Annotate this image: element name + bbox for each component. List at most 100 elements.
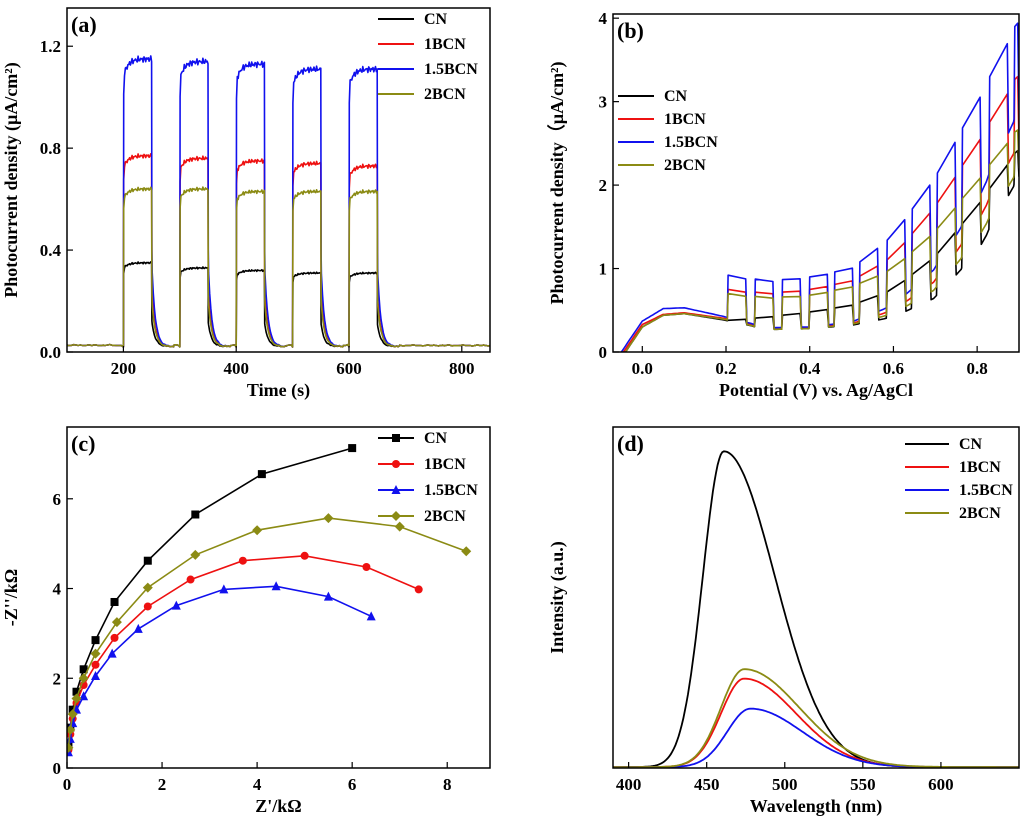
data-marker <box>133 623 143 633</box>
data-marker <box>90 648 101 659</box>
x-tick-label: 450 <box>694 775 720 794</box>
data-marker <box>72 687 81 696</box>
legend-entry: 1.5BCN <box>664 134 718 151</box>
x-axis-label: Time (s) <box>247 380 310 401</box>
x-tick-label: 200 <box>111 359 137 378</box>
data-marker <box>219 584 229 594</box>
y-tick-label: 2 <box>599 176 608 195</box>
legend-entry: 2BCN <box>959 505 1001 522</box>
data-marker <box>143 556 152 565</box>
series-line-1BCN <box>613 677 1019 768</box>
x-axis-label: Potential (V) vs. Ag/AgCl <box>719 380 913 401</box>
data-marker <box>461 546 472 557</box>
panel-label: (c) <box>71 431 95 456</box>
data-marker <box>186 575 195 584</box>
legend: CN 1BCN 1.5BCN 2BCN <box>618 88 718 174</box>
data-marker <box>190 549 201 560</box>
series-line-1.5BCN <box>67 585 372 753</box>
x-tick-label: 0.2 <box>715 359 736 378</box>
plot-area <box>67 444 472 757</box>
legend-entry: CN <box>424 430 448 447</box>
x-tick-label: 500 <box>772 775 798 794</box>
legend: CN 1BCN 1.5BCN 2BCN <box>378 430 478 525</box>
series-line-2BCN <box>67 517 467 748</box>
data-marker <box>91 660 100 669</box>
legend-entry: CN <box>424 11 448 28</box>
y-tick-label: 0.4 <box>40 241 62 260</box>
legend-entry: 1.5BCN <box>424 61 478 78</box>
data-marker <box>91 636 100 645</box>
x-tick-label: 0.8 <box>967 359 988 378</box>
chart-panel-c: 0 2 4 6 8 0 2 4 6 Z'/kΩ -Z''/kΩ (c) CN 1BCN 1.5BCN 2BCN <box>1 426 491 816</box>
data-marker <box>79 665 88 674</box>
y-tick-label: 4 <box>53 580 62 599</box>
x-tick-label: 4 <box>253 775 262 794</box>
x-tick-label: 0.6 <box>883 359 904 378</box>
data-marker <box>110 597 119 606</box>
series-line-CN <box>624 149 1019 352</box>
plot-frame <box>612 13 1020 353</box>
y-tick-label: 2 <box>53 669 62 688</box>
x-tick-label: 6 <box>348 775 357 794</box>
data-marker <box>392 460 400 468</box>
x-tick-label: 400 <box>616 775 642 794</box>
data-marker <box>110 633 119 642</box>
panel-label: (d) <box>617 431 644 456</box>
x-tick-label: 600 <box>336 359 362 378</box>
y-tick-label: 0.8 <box>40 139 61 158</box>
x-tick-label: 550 <box>850 775 876 794</box>
x-tick-label: 400 <box>223 359 249 378</box>
data-marker <box>300 551 309 560</box>
y-axis-label: Photocurrent density（µA/cm²) <box>547 62 568 305</box>
data-marker <box>348 444 357 453</box>
legend-entry: CN <box>959 436 983 453</box>
data-marker <box>71 693 82 704</box>
legend-entry: CN <box>664 88 688 105</box>
data-marker <box>111 617 122 628</box>
legend-entry: 2BCN <box>664 157 706 174</box>
y-tick-label: 0.0 <box>40 343 61 362</box>
series-line-2BCN <box>67 186 490 348</box>
x-tick-label: 8 <box>443 775 452 794</box>
chart-panel-a: 200 400 600 800 0.0 0.4 0.8 1.2 Time (s) Photocur… <box>1 7 491 401</box>
panel-label: (a) <box>71 12 97 37</box>
data-marker <box>191 510 200 519</box>
y-tick-label: 1 <box>599 260 608 279</box>
panel-label: (b) <box>617 18 644 43</box>
legend-entry: 1.5BCN <box>959 482 1013 499</box>
series-line-2BCN <box>613 668 1019 768</box>
series-line-2BCN <box>624 129 1019 352</box>
data-marker <box>271 581 281 591</box>
data-marker <box>252 525 263 536</box>
x-tick-label: 0 <box>63 775 72 794</box>
data-marker <box>142 582 153 593</box>
chart-panel-b: 0.0 0.2 0.4 0.6 0.8 0 1 2 3 4 Potential (V) vs. Ag… <box>547 9 1020 401</box>
data-marker <box>238 556 247 565</box>
y-axis-label: -Z''/kΩ <box>1 569 21 626</box>
data-marker <box>91 671 101 681</box>
series-line-1.5BCN <box>620 22 1019 352</box>
data-marker <box>391 485 401 494</box>
y-tick-label: 4 <box>599 9 608 28</box>
series-line-CN <box>67 261 490 348</box>
data-marker <box>78 673 89 684</box>
legend-entry: 2BCN <box>424 86 466 103</box>
y-tick-label: 6 <box>53 490 62 509</box>
data-marker <box>323 591 333 601</box>
data-marker <box>143 602 152 611</box>
legend-entry: 1BCN <box>959 459 1001 476</box>
data-marker <box>171 600 181 610</box>
x-axis-label: Z'/kΩ <box>255 796 301 816</box>
data-marker <box>323 513 334 524</box>
x-tick-label: 0.4 <box>799 359 821 378</box>
data-marker <box>67 724 76 735</box>
data-marker <box>391 511 401 521</box>
plot-area <box>620 22 1019 352</box>
x-tick-label: 800 <box>449 359 475 378</box>
data-marker <box>67 709 78 720</box>
y-tick-label: 3 <box>599 93 608 112</box>
x-tick-label: 600 <box>928 775 954 794</box>
y-axis-label: Photocurrent density (µA/cm²) <box>1 62 22 297</box>
plot-area <box>613 450 1019 768</box>
x-axis-label: Wavelength (nm) <box>750 796 883 817</box>
